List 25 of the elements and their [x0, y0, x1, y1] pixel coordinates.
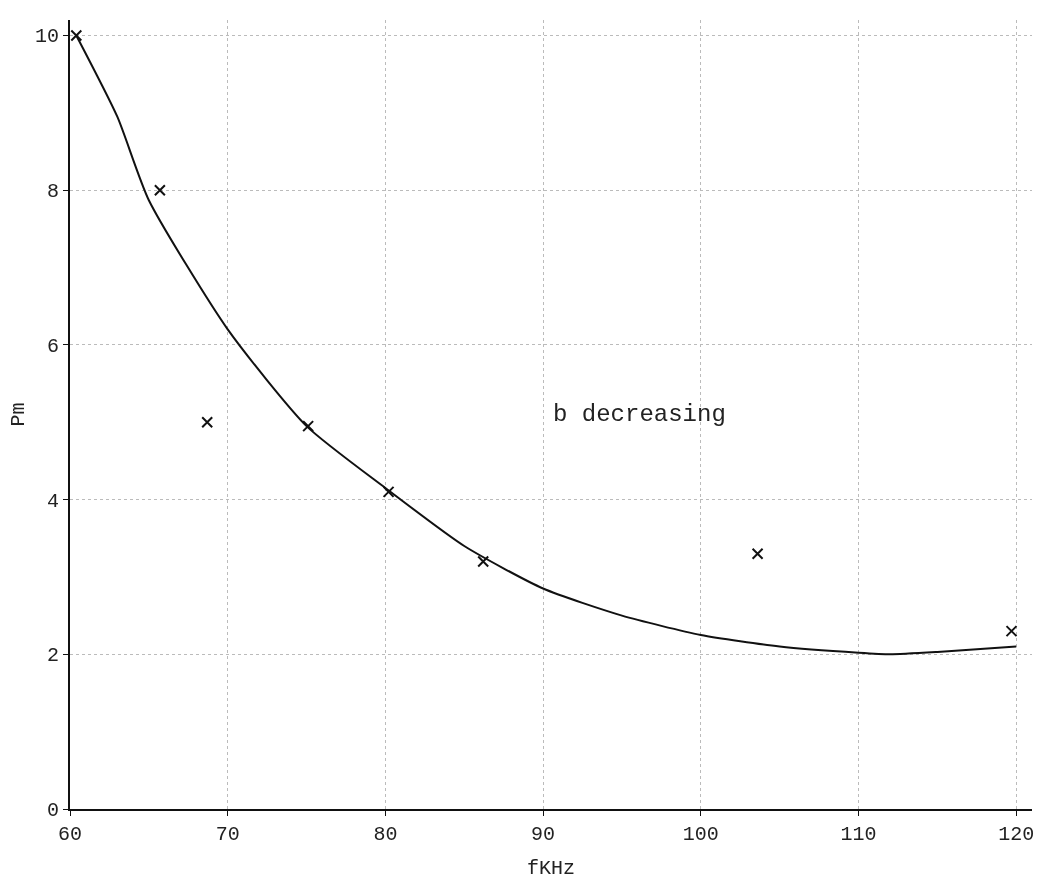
annotation: b decreasing — [553, 401, 726, 428]
x-tick-label: 60 — [57, 823, 83, 846]
y-tick-label: 8 — [46, 180, 59, 204]
point — [153, 184, 166, 197]
y-tick-label: 0 — [46, 799, 59, 822]
x-tick-label: 70 — [215, 823, 240, 846]
x-tick-label: 90 — [531, 823, 556, 846]
point — [751, 547, 764, 560]
y-tick-label: 6 — [46, 334, 59, 358]
point — [1005, 625, 1018, 638]
x-tick-label: 110 — [840, 823, 877, 846]
point — [477, 555, 490, 568]
y-tick-label: 4 — [46, 489, 59, 513]
y-axis-title: Pm — [6, 402, 30, 427]
point — [382, 485, 395, 498]
line-series — [75, 34, 1018, 656]
point — [70, 29, 83, 42]
point — [302, 420, 315, 433]
y-tick-label: 10 — [34, 25, 59, 49]
y-tick-label: 2 — [46, 644, 59, 668]
x-axis-title: fKHz — [526, 857, 576, 880]
x-tick-label: 100 — [682, 823, 719, 846]
point — [201, 416, 214, 429]
x-tick-label: 120 — [998, 823, 1035, 846]
x-tick-label: 80 — [373, 823, 398, 846]
